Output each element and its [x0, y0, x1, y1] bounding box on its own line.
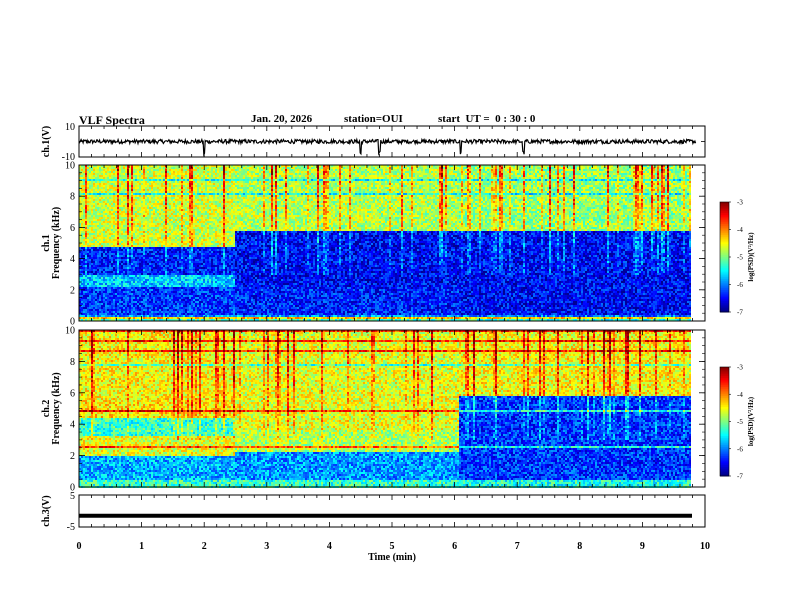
- x-tick-label: 2: [202, 541, 207, 552]
- ch1-spectrogram-ytick-label: 2: [70, 285, 75, 296]
- x-tick-label: 4: [327, 541, 332, 552]
- ch1-ylabel: ch.1(V): [41, 126, 52, 157]
- x-tick-label: 6: [452, 541, 457, 552]
- ch1-colorbar-tick: -7: [737, 309, 743, 317]
- panels: [79, 140, 696, 516]
- x-tick-label: 9: [640, 541, 645, 552]
- ch1-spectrogram-heatmap: [79, 165, 691, 321]
- ch1-colorbar-tick: -6: [737, 281, 743, 289]
- ch1-colorbar-tick: -5: [737, 254, 743, 262]
- ch2-colorbar-tick: -6: [737, 445, 743, 453]
- ch2-colorbar-tick: -3: [737, 364, 743, 372]
- x-tick-label: 3: [264, 541, 269, 552]
- ch3-ytick-bottom: -5: [67, 522, 75, 533]
- ch1-colorbar-tick: -3: [737, 199, 743, 207]
- ch2-colorbar: -3 -4 -5 -6 -7 log(PSD)(V²/Hz): [720, 364, 755, 481]
- ch1-trace: [79, 140, 696, 155]
- ch2-spectrogram-ytick-label: 2: [70, 451, 75, 462]
- ch2-colorbar-tick: -4: [737, 391, 743, 399]
- ch1-ytick-top: 10: [65, 122, 75, 133]
- ch3-ylabel: ch.3(V): [41, 495, 52, 526]
- ch3-ytick-top: 5: [70, 491, 75, 502]
- ch1-spectrogram-ytick-label: 4: [70, 254, 75, 265]
- ch2-spectrogram-ytick-label: 10: [65, 326, 75, 337]
- x-axis-label: Time (min): [368, 552, 416, 563]
- ch1-spectrogram-ytick-label: 10: [65, 161, 75, 172]
- ch2-spectrogram-ytick-label: 4: [70, 420, 75, 431]
- ch2-colorbar-tick: -5: [737, 418, 743, 426]
- ch1-colorbar-tick: -4: [737, 226, 743, 234]
- ch1-colorbar: -3 -4 -5 -6 -7 log(PSD)(V²/Hz): [720, 199, 755, 317]
- ch1-spectrogram-ylabel-freq: Frequency (kHz): [51, 207, 62, 279]
- x-tick-label: 5: [390, 541, 395, 552]
- x-tick-label: 10: [700, 541, 710, 552]
- x-tick-label: 0: [77, 541, 82, 552]
- ch2-spectrogram-ylabel-freq: Frequency (kHz): [51, 372, 62, 444]
- x-tick-label: 1: [139, 541, 144, 552]
- ch1-spectrogram-ytick-label: 8: [70, 192, 75, 203]
- ch2-spectrogram-heatmap: [79, 330, 691, 488]
- ch2-spectrogram-ytick-label: 8: [70, 357, 75, 368]
- ch2-colorbar-tick: -7: [737, 473, 743, 481]
- ch2-spectrogram-ytick-label: 6: [70, 388, 75, 399]
- ch1-colorbar-label: log(PSD)(V²/Hz): [747, 232, 755, 282]
- x-tick-label: 7: [515, 541, 520, 552]
- x-tick-label: 8: [577, 541, 582, 552]
- ch2-colorbar-label: log(PSD)(V²/Hz): [747, 396, 755, 446]
- ch1-spectrogram-ytick-label: 6: [70, 223, 75, 234]
- figure: 10-10ch.1(V)0246810ch.1 Frequency (kHz)-3…: [0, 0, 792, 612]
